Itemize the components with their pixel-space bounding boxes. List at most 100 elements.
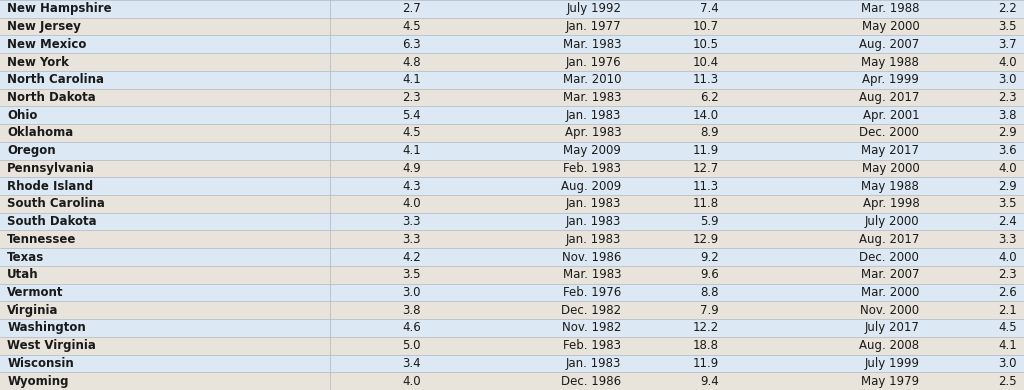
Bar [0,230,1024,248]
Text: July 1999: July 1999 [864,357,920,370]
Text: 3.0: 3.0 [998,357,1017,370]
Text: Jan. 1983: Jan. 1983 [566,109,622,122]
Text: Aug. 2008: Aug. 2008 [859,339,920,352]
Text: 10.4: 10.4 [692,55,719,69]
Text: Washington: Washington [7,321,86,335]
Text: Wisconsin: Wisconsin [7,357,74,370]
Text: May 2017: May 2017 [861,144,920,157]
Text: 2.3: 2.3 [998,91,1017,104]
Bar [0,195,1024,213]
Text: 5.4: 5.4 [402,109,421,122]
Text: Mar. 2010: Mar. 2010 [563,73,622,86]
Text: 6.2: 6.2 [700,91,719,104]
Text: 3.5: 3.5 [998,20,1017,33]
Text: 2.2: 2.2 [998,2,1017,15]
Text: Jan. 1983: Jan. 1983 [566,357,622,370]
Text: New Mexico: New Mexico [7,38,87,51]
Text: Dec. 2000: Dec. 2000 [859,126,920,140]
Text: 4.0: 4.0 [998,162,1017,175]
Bar [0,301,1024,319]
Text: 3.4: 3.4 [402,357,421,370]
Text: Mar. 1988: Mar. 1988 [861,2,920,15]
Text: Aug. 2017: Aug. 2017 [859,91,920,104]
Text: 7.4: 7.4 [700,2,719,15]
Text: 4.5: 4.5 [402,126,421,140]
Text: 11.9: 11.9 [692,144,719,157]
Text: North Carolina: North Carolina [7,73,104,86]
Text: 3.3: 3.3 [402,215,421,228]
Text: July 2000: July 2000 [864,215,920,228]
Bar [0,160,1024,177]
Text: 4.5: 4.5 [402,20,421,33]
Text: New York: New York [7,55,69,69]
Text: 5.0: 5.0 [402,339,421,352]
Text: Oregon: Oregon [7,144,55,157]
Text: Virginia: Virginia [7,304,58,317]
Text: 2.3: 2.3 [998,268,1017,281]
Text: Nov. 1986: Nov. 1986 [562,250,622,264]
Bar [0,248,1024,266]
Text: Apr. 1999: Apr. 1999 [862,73,920,86]
Text: 2.9: 2.9 [998,180,1017,193]
Text: 3.5: 3.5 [402,268,421,281]
Text: New Hampshire: New Hampshire [7,2,112,15]
Text: 4.1: 4.1 [402,144,421,157]
Text: Aug. 2009: Aug. 2009 [561,180,622,193]
Text: 3.0: 3.0 [998,73,1017,86]
Text: South Dakota: South Dakota [7,215,97,228]
Text: 4.0: 4.0 [998,55,1017,69]
Text: Mar. 2007: Mar. 2007 [861,268,920,281]
Text: Rhode Island: Rhode Island [7,180,93,193]
Text: 3.3: 3.3 [402,233,421,246]
Text: Texas: Texas [7,250,44,264]
Text: 4.0: 4.0 [402,375,421,388]
Text: Feb. 1983: Feb. 1983 [563,162,622,175]
Text: Dec. 1986: Dec. 1986 [561,375,622,388]
Bar [0,35,1024,53]
Text: Aug. 2007: Aug. 2007 [859,38,920,51]
Text: 2.5: 2.5 [998,375,1017,388]
Bar [0,106,1024,124]
Text: 2.6: 2.6 [998,286,1017,299]
Text: Mar. 2000: Mar. 2000 [861,286,920,299]
Bar [0,0,1024,18]
Text: May 2000: May 2000 [861,162,920,175]
Text: North Dakota: North Dakota [7,91,96,104]
Text: 4.5: 4.5 [998,321,1017,335]
Text: 4.0: 4.0 [402,197,421,210]
Bar [0,337,1024,355]
Text: 4.2: 4.2 [402,250,421,264]
Text: Apr. 1998: Apr. 1998 [862,197,920,210]
Text: Jan. 1983: Jan. 1983 [566,233,622,246]
Text: 11.9: 11.9 [692,357,719,370]
Text: 3.6: 3.6 [998,144,1017,157]
Text: 9.4: 9.4 [700,375,719,388]
Text: Wyoming: Wyoming [7,375,69,388]
Text: Dec. 1982: Dec. 1982 [561,304,622,317]
Text: 4.3: 4.3 [402,180,421,193]
Text: Dec. 2000: Dec. 2000 [859,250,920,264]
Text: 2.3: 2.3 [402,91,421,104]
Text: Mar. 1983: Mar. 1983 [563,38,622,51]
Text: Feb. 1976: Feb. 1976 [563,286,622,299]
Text: West Virginia: West Virginia [7,339,96,352]
Bar [0,372,1024,390]
Text: 2.4: 2.4 [998,215,1017,228]
Bar [0,18,1024,35]
Text: 12.9: 12.9 [692,233,719,246]
Bar [0,319,1024,337]
Text: July 1992: July 1992 [566,2,622,15]
Text: Apr. 2001: Apr. 2001 [862,109,920,122]
Bar [0,284,1024,301]
Text: 3.3: 3.3 [998,233,1017,246]
Text: 7.9: 7.9 [700,304,719,317]
Text: South Carolina: South Carolina [7,197,105,210]
Text: 10.5: 10.5 [693,38,719,51]
Text: 3.8: 3.8 [402,304,421,317]
Text: New Jersey: New Jersey [7,20,81,33]
Text: 18.8: 18.8 [693,339,719,352]
Text: Jan. 1983: Jan. 1983 [566,215,622,228]
Text: 2.7: 2.7 [402,2,421,15]
Text: Jan. 1983: Jan. 1983 [566,197,622,210]
Bar [0,266,1024,284]
